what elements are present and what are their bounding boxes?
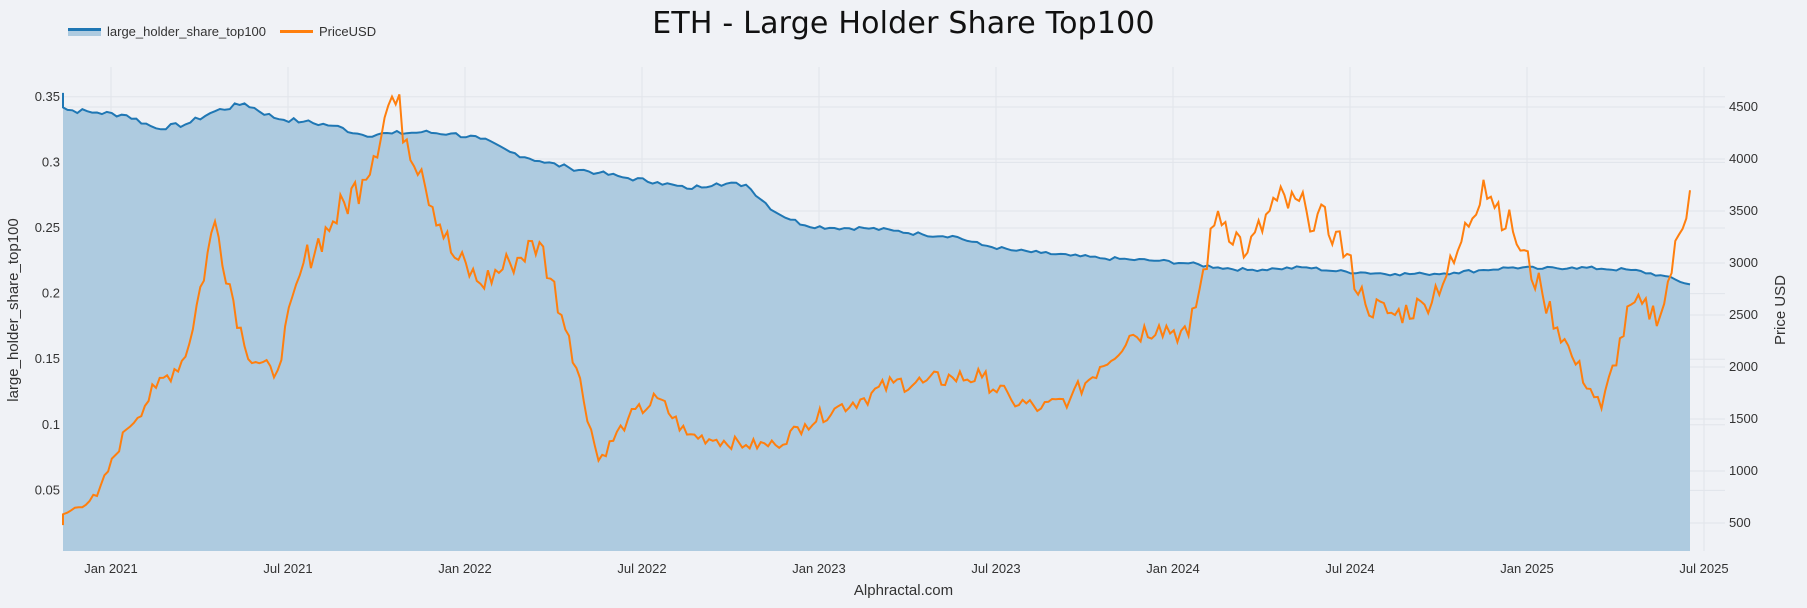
x-tick-label: Jan 2023	[792, 561, 846, 576]
price-line	[62, 94, 1691, 526]
y2-tick-label: 1000	[1729, 463, 1758, 478]
x-tick-label: Jan 2024	[1146, 561, 1200, 576]
footer-watermark: Alphractal.com	[853, 582, 954, 599]
y2-tick-label: 3000	[1729, 255, 1758, 270]
y-tick-label: 0.1	[42, 417, 60, 432]
x-tick-label: Jan 2025	[1500, 561, 1554, 576]
share-area-fill	[63, 92, 1690, 552]
y-tick-label: 0.15	[35, 351, 60, 366]
x-tick-label: Jul 2025	[1679, 561, 1728, 576]
legend-label-price: PriceUSD	[319, 24, 377, 39]
y2-tick-label: 500	[1729, 515, 1751, 530]
y-tick-label: 0.25	[35, 220, 60, 235]
y2-tick-label: 4000	[1729, 151, 1758, 166]
area-swatch-icon	[68, 27, 101, 36]
x-tick-label: Jan 2021	[84, 561, 138, 576]
y2-axis-title: Price USD	[1772, 275, 1789, 345]
chart-title: ETH - Large Holder Share Top100	[652, 6, 1155, 41]
x-axis-ticks: Jan 2021 Jul 2021 Jan 2022 Jul 2022 Jan 2023…	[84, 561, 1728, 576]
y-axis-title: large_holder_share_top100	[5, 218, 22, 401]
x-tick-label: Jul 2023	[971, 561, 1020, 576]
y-axis-ticks: 0.05 0.1 0.15 0.2 0.25 0.3 0.35	[35, 89, 60, 498]
y2-tick-label: 4500	[1729, 99, 1758, 114]
x-tick-label: Jul 2022	[617, 561, 666, 576]
y2-tick-label: 2500	[1729, 307, 1758, 322]
x-tick-label: Jan 2022	[438, 561, 492, 576]
y-tick-label: 0.05	[35, 482, 60, 497]
y2-tick-label: 1500	[1729, 411, 1758, 426]
y2-axis-ticks: 500 1000 1500 2000 2500 3000 3500 4000 4500	[1729, 99, 1758, 530]
legend-item-share[interactable]: large_holder_share_top100	[68, 24, 266, 39]
legend: large_holder_share_top100 PriceUSD	[68, 24, 390, 39]
legend-label-share: large_holder_share_top100	[107, 24, 267, 39]
y-tick-label: 0.35	[35, 89, 60, 104]
x-tick-label: Jul 2021	[263, 561, 312, 576]
y2-tick-label: 3500	[1729, 203, 1758, 218]
x-tick-label: Jul 2024	[1325, 561, 1374, 576]
line-swatch-icon	[280, 30, 314, 33]
share-line	[62, 92, 1691, 286]
legend-item-price[interactable]: PriceUSD	[280, 24, 376, 39]
y-tick-label: 0.3	[42, 154, 60, 169]
y-tick-label: 0.2	[42, 286, 60, 301]
y2-tick-label: 2000	[1729, 359, 1758, 374]
